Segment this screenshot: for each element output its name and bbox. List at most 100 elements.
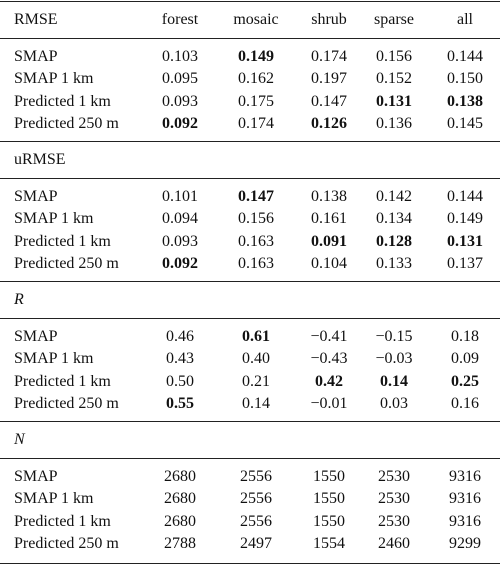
- cell: 0.156: [238, 210, 274, 228]
- column-header: forest: [161, 11, 199, 28]
- cell: 0.131: [447, 232, 483, 250]
- cell: 0.163: [238, 254, 274, 272]
- cell: 0.138: [447, 92, 483, 110]
- cell: 2530: [378, 490, 410, 508]
- cell: 0.092: [162, 114, 198, 132]
- column-header: shrub: [311, 11, 347, 28]
- cell: 0.152: [376, 70, 412, 88]
- rule: [0, 318, 500, 319]
- cell: 0.16: [451, 394, 479, 412]
- cell: 0.147: [311, 92, 347, 110]
- cell: 0.21: [242, 372, 270, 390]
- row-label: Predicted 250 m: [14, 254, 119, 272]
- cell: 0.03: [380, 394, 408, 412]
- row-label: SMAP: [14, 188, 58, 205]
- cell: 0.144: [447, 188, 483, 205]
- cell: 0.40: [242, 350, 270, 368]
- row-label: Predicted 250 m: [14, 534, 119, 552]
- cell: 0.103: [162, 48, 198, 65]
- cell: 2680: [164, 490, 196, 508]
- cell: 0.092: [162, 254, 198, 272]
- column-header: mosaic: [233, 11, 279, 28]
- cell: 0.134: [376, 210, 412, 228]
- cell: 0.095: [162, 70, 198, 88]
- cell: 2556: [240, 512, 272, 530]
- cell: 0.46: [166, 328, 194, 345]
- cell: 0.50: [166, 372, 194, 390]
- cell: 0.136: [376, 114, 412, 132]
- column-header: sparse: [374, 11, 414, 28]
- cell: 0.144: [447, 48, 483, 65]
- cell: 0.174: [238, 114, 274, 132]
- cell: 2680: [164, 468, 196, 485]
- section-label: N: [14, 431, 25, 448]
- rule: [0, 141, 500, 142]
- cell: 0.149: [238, 48, 274, 65]
- cell: 0.126: [311, 114, 347, 132]
- cell: 0.197: [311, 70, 347, 88]
- cell: −0.41: [310, 328, 348, 345]
- section-label: R: [14, 291, 24, 308]
- rule: [0, 563, 500, 564]
- cell: 9299: [449, 534, 481, 552]
- rule: [0, 1, 500, 2]
- cell: 0.101: [162, 188, 198, 205]
- cell: 9316: [449, 490, 481, 508]
- cell: 0.091: [311, 232, 347, 250]
- cell: 0.142: [376, 188, 412, 205]
- cell: 2788: [164, 534, 196, 552]
- row-label: Predicted 1 km: [14, 232, 111, 250]
- cell: 0.175: [238, 92, 274, 110]
- cell: 0.131: [376, 92, 412, 110]
- rule: [0, 178, 500, 179]
- cell: 1550: [313, 468, 345, 485]
- row-label: Predicted 250 m: [14, 394, 119, 412]
- cell: 0.093: [162, 92, 198, 110]
- cell: 0.156: [376, 48, 412, 65]
- cell: 0.150: [447, 70, 483, 88]
- cell: 9316: [449, 512, 481, 530]
- cell: 2460: [378, 534, 410, 552]
- cell: 2530: [378, 512, 410, 530]
- cell: −0.03: [375, 350, 413, 368]
- cell: 1554: [313, 534, 345, 552]
- rule: [0, 421, 500, 422]
- cell: 0.104: [311, 254, 347, 272]
- cell: 0.128: [376, 232, 412, 250]
- rule: [0, 38, 500, 39]
- cell: 2497: [240, 534, 272, 552]
- cell: 0.147: [238, 188, 274, 205]
- row-label: Predicted 250 m: [14, 114, 119, 132]
- cell: 0.09: [451, 350, 479, 368]
- cell: 0.61: [242, 328, 270, 345]
- cell: 0.14: [380, 372, 408, 390]
- cell: 0.162: [238, 70, 274, 88]
- cell: 0.163: [238, 232, 274, 250]
- row-label: Predicted 1 km: [14, 512, 111, 530]
- cell: 0.149: [447, 210, 483, 228]
- cell: 0.137: [447, 254, 483, 272]
- cell: 2556: [240, 468, 272, 485]
- cell: 0.094: [162, 210, 198, 228]
- cell: 0.138: [311, 188, 347, 205]
- cell: 9316: [449, 468, 481, 485]
- cell: 0.14: [242, 394, 270, 412]
- section-label: RMSE: [14, 11, 58, 28]
- cell: 1550: [313, 512, 345, 530]
- cell: 2530: [378, 468, 410, 485]
- row-label: SMAP 1 km: [14, 350, 94, 368]
- cell: −0.43: [310, 350, 348, 368]
- cell: 0.25: [451, 372, 479, 390]
- cell: 2680: [164, 512, 196, 530]
- cell: 0.161: [311, 210, 347, 228]
- cell: 1550: [313, 490, 345, 508]
- column-header: all: [457, 11, 473, 28]
- cell: 0.133: [376, 254, 412, 272]
- cell: 0.174: [311, 48, 347, 65]
- row-label: SMAP: [14, 468, 58, 485]
- cell: 0.42: [315, 372, 343, 390]
- row-label: SMAP 1 km: [14, 490, 94, 508]
- cell: 0.093: [162, 232, 198, 250]
- row-label: SMAP: [14, 48, 58, 65]
